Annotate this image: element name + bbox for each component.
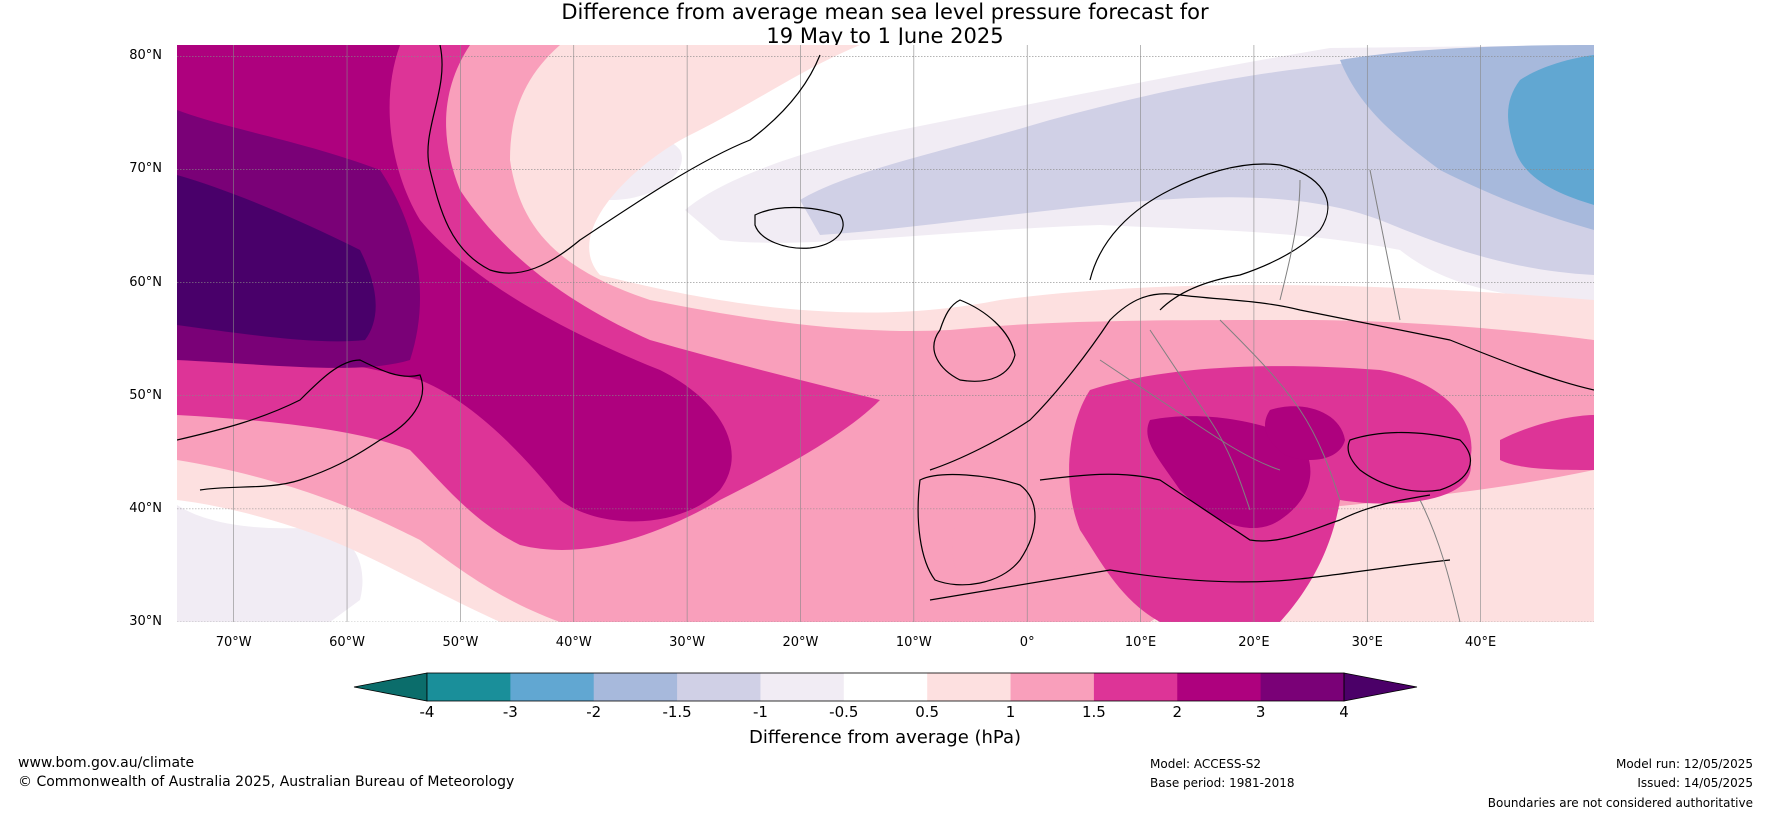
footer-issued: Issued: 14/05/2025 — [1637, 776, 1753, 790]
latitude-label: 70°N — [129, 161, 162, 177]
latitude-label: 50°N — [129, 387, 162, 403]
latitude-label: 30°N — [129, 614, 162, 629]
magenta-zone-east — [1500, 415, 1594, 470]
longitude-label: 60°W — [329, 635, 365, 650]
country-borders — [1099, 169, 1461, 622]
latitude-label: 40°N — [129, 500, 162, 516]
longitude-label: 70°W — [215, 635, 252, 650]
longitude-label: 20°W — [782, 635, 819, 650]
mediterranean-coast — [1039, 473, 1431, 542]
longitude-label: 0° — [1019, 635, 1035, 650]
iberia-coast — [917, 473, 1036, 586]
longitude-label: 40°W — [555, 635, 592, 650]
scandinavia-coast — [1089, 163, 1329, 311]
deep-blue-zone — [1508, 55, 1594, 205]
border-line-d — [1279, 179, 1301, 301]
longitude-label: 40°E — [1464, 635, 1497, 650]
british-isles-coast — [933, 299, 1016, 382]
border-line-f — [1419, 499, 1461, 622]
north-america-coast — [177, 359, 424, 491]
purple-zone-balkans — [1265, 406, 1345, 460]
footer-website[interactable]: www.bom.gov.au/climate — [18, 755, 195, 771]
iceland-coast — [754, 206, 844, 249]
title-line-2: 19 May to 1 June 2025 — [766, 24, 1004, 48]
border-line-e — [1369, 169, 1401, 321]
greenland-coast — [427, 45, 821, 274]
contour-fills — [177, 45, 1594, 622]
footer-disclaimer: Boundaries are not considered authoritat… — [1487, 796, 1753, 810]
border-line-a — [1099, 359, 1281, 471]
footer-copyright: © Commonwealth of Australia 2025, Austra… — [18, 774, 515, 790]
footer-model: Model: ACCESS-S2 — [1150, 757, 1262, 771]
latitude-label: 60°N — [129, 274, 162, 290]
pink-zone-1.0-east — [952, 480, 1082, 598]
footer-model-run: Model run: 12/05/2025 — [1615, 757, 1753, 771]
border-line-c — [1219, 319, 1341, 501]
coastlines — [177, 45, 1594, 601]
title-line-1: Difference from average mean sea level p… — [561, 0, 1209, 24]
chart-title: Difference from average mean sea level p… — [0, 0, 1770, 48]
latitude-label: 80°N — [129, 48, 162, 64]
longitude-label: 20°E — [1238, 635, 1270, 650]
longitude-label: 50°W — [442, 635, 479, 650]
longitude-label: 10°E — [1124, 635, 1157, 650]
longitude-label: 30°W — [669, 635, 706, 650]
europe-coast — [929, 293, 1594, 471]
north-africa-coast — [929, 559, 1451, 601]
footer-base-period: Base period: 1981-2018 — [1150, 776, 1295, 790]
longitude-label: 30°E — [1351, 635, 1383, 650]
purple-zone-europe — [1147, 416, 1311, 529]
deepest-purple-zone-4.0 — [177, 175, 376, 342]
border-line-b — [1149, 329, 1251, 511]
gridlines — [177, 45, 1594, 622]
black-sea-coast — [1347, 431, 1471, 492]
longitude-label: 10°W — [895, 635, 932, 650]
